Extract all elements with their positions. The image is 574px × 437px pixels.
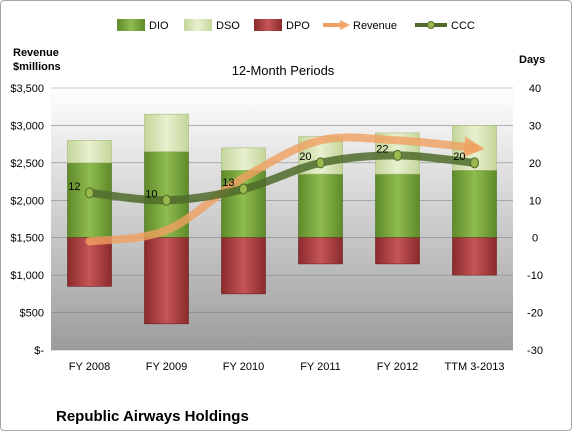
legend-label-dso: DSO — [216, 20, 240, 32]
revenue-line — [85, 133, 485, 246]
left-tick-label: $500 — [20, 308, 44, 320]
right-tick-label: 0 — [532, 233, 538, 245]
ccc-point — [470, 157, 479, 169]
x-tick-label: FY 2010 — [223, 361, 264, 373]
bar-dso — [144, 113, 189, 152]
legend-label-dpo: DPO — [286, 20, 310, 32]
legend-label-revenue: Revenue — [353, 20, 397, 32]
ccc-point — [393, 149, 402, 161]
ccc-point — [162, 194, 171, 206]
x-tick-label: FY 2011 — [300, 361, 341, 373]
x-tick-label: FY 2009 — [146, 361, 187, 373]
left-tick-label: $2,000 — [10, 195, 44, 207]
legend-label-dio: DIO — [149, 20, 169, 32]
legend: DIO DSO DPO Revenue CCC — [117, 19, 475, 32]
right-tick-label: 40 — [529, 83, 541, 95]
bar-dpo — [298, 237, 343, 265]
plot-area — [51, 88, 513, 350]
bar-dio — [452, 170, 497, 239]
ccc-data-label: 22 — [376, 143, 388, 155]
bar-dpo — [452, 237, 497, 276]
legend-swatch-ccc-dot — [427, 21, 435, 29]
left-tick-label: $3,000 — [10, 120, 44, 132]
company-name: Republic Airways Holdings — [56, 408, 249, 425]
bar-dpo — [375, 237, 420, 265]
legend-swatch-dio — [117, 19, 145, 31]
left-tick-label: $1,000 — [10, 270, 44, 282]
left-tick-label: $2,500 — [10, 158, 44, 170]
left-axis-title-line2: $millions — [13, 61, 61, 73]
legend-swatch-dpo — [254, 19, 282, 31]
right-tick-label: -20 — [527, 308, 543, 320]
right-tick-label: 10 — [529, 195, 541, 207]
bar-dio — [375, 173, 420, 239]
bar-dio — [67, 162, 112, 239]
ccc-data-label: 20 — [299, 151, 311, 163]
left-tick-label: $1,500 — [10, 233, 44, 245]
right-tick-label: -30 — [527, 345, 543, 357]
ccc-line — [85, 151, 479, 205]
bar-dpo — [221, 237, 266, 295]
ccc-point — [85, 187, 94, 199]
revenue-series — [85, 133, 485, 246]
bar-dso — [221, 147, 266, 171]
bar-dso — [67, 140, 112, 164]
left-axis-title-line1: Revenue — [13, 47, 59, 59]
left-tick-label: $3,500 — [10, 83, 44, 95]
x-tick-label: FY 2008 — [69, 361, 110, 373]
ccc-series: 12 10 13 20 22 20 — [68, 143, 479, 206]
x-tick-label: FY 2012 — [377, 361, 418, 373]
ccc-point — [316, 157, 325, 169]
right-tick-label: 20 — [529, 158, 541, 170]
chart-subtitle: 12-Month Periods — [232, 63, 335, 78]
left-axis-ticks: $3,500 $3,000 $2,500 $2,000 $1,500 $1,000 $500… — [10, 83, 44, 357]
right-tick-label: -10 — [527, 270, 543, 282]
ccc-data-label: 20 — [453, 151, 465, 163]
left-tick-label: $- — [34, 345, 44, 357]
x-axis-labels: FY 2008 FY 2009 FY 2010 FY 2011 FY 2012 TTM 3… — [69, 361, 505, 373]
ccc-point — [239, 183, 248, 195]
right-tick-label: 30 — [529, 120, 541, 132]
x-tick-label: TTM 3-2013 — [445, 361, 505, 373]
right-axis-title: Days — [519, 54, 545, 66]
ccc-data-label: 13 — [222, 177, 234, 189]
legend-swatch-dso — [184, 19, 212, 31]
ccc-data-label: 12 — [68, 181, 80, 193]
bar-dio — [298, 173, 343, 239]
bar-dpo — [67, 237, 112, 287]
ccc-data-label: 10 — [145, 188, 157, 200]
legend-label-ccc: CCC — [451, 20, 475, 32]
right-axis-ticks: 40 30 20 10 0 -10 -20 -30 — [527, 83, 543, 357]
bar-dpo — [144, 237, 189, 325]
